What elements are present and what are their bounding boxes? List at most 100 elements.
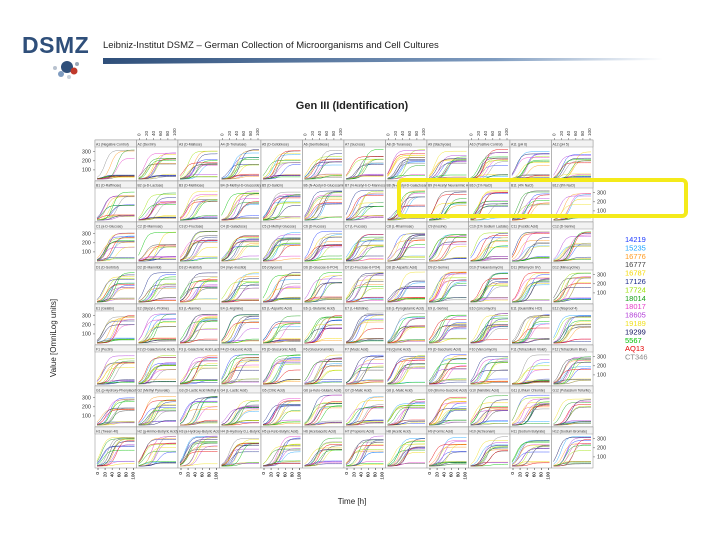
panel-label: D6 (D-Glucose-6-PO4) (304, 265, 338, 269)
panel-curve (345, 164, 384, 179)
panel-curve (345, 239, 384, 262)
y-tick-label: 100 (82, 332, 91, 338)
x-tick-label: 60 (283, 472, 288, 478)
panel-curve (179, 315, 218, 343)
panel-curve (387, 313, 425, 343)
panel-curve (511, 194, 550, 221)
panel-curve (345, 441, 384, 465)
x-tick-label: 60 (117, 472, 122, 478)
panel: A11 (pH 6) (509, 139, 552, 182)
panel: G7 (D-Malic Acid) (343, 385, 386, 428)
panel-label: F10 (Vancomycin) (470, 347, 497, 351)
panel-curve (553, 445, 591, 467)
x-tick-label: 80 (290, 472, 295, 478)
panel-curve (553, 320, 592, 344)
panel-curve (387, 153, 425, 175)
legend-entry: 16777 (625, 260, 646, 269)
x-tick-label: 80 (456, 472, 461, 478)
panel-curve (96, 363, 135, 384)
panel: H6 (Acetoacetic Acid) (302, 426, 345, 469)
panel-curve (553, 404, 591, 426)
x-tick-label: 20 (434, 472, 439, 478)
panel-curve (553, 358, 591, 384)
panel-curve (428, 277, 467, 300)
panel-curve (511, 240, 550, 261)
panel-curve (221, 340, 259, 343)
panel-curve (470, 339, 508, 344)
panel-curve (428, 319, 467, 340)
panel-curve (553, 358, 591, 383)
x-tick-label: 100 (338, 128, 343, 136)
panel-curve (138, 409, 176, 425)
panel-curve (221, 314, 259, 341)
panel-curve (221, 217, 259, 221)
panel-curve (470, 358, 509, 385)
panel-curve (304, 161, 342, 178)
panel-curve (180, 463, 218, 467)
panel-curve (470, 202, 508, 221)
panel-label: B3 (D-Melibiose) (179, 183, 204, 187)
panel-curve (345, 215, 384, 220)
panel-curve (345, 236, 384, 260)
panel-curve (221, 422, 259, 426)
y-tick-label: 200 (597, 446, 606, 452)
panel-curve (97, 246, 135, 262)
panel-curve (511, 441, 550, 462)
x-tick-label: 20 (227, 130, 232, 136)
x-tick-label: 100 (463, 472, 468, 480)
panel-curve (553, 282, 591, 303)
x-tick-label: 40 (566, 130, 571, 136)
panel-curve (179, 442, 218, 464)
panel-curve (262, 191, 301, 219)
panel-curve (138, 244, 176, 262)
panel-curve (221, 300, 259, 303)
panel-curve (387, 281, 425, 303)
panel-curve (138, 322, 176, 344)
panel-curve (138, 286, 176, 303)
x-tick-label: 100 (172, 128, 177, 136)
x-tick-label: 100 (546, 472, 551, 480)
panel-curve (553, 380, 591, 385)
legend-entry: 18014 (625, 294, 646, 303)
panel-curve (179, 449, 218, 464)
logo-text: DSMZ (22, 32, 90, 58)
panel-curve (470, 157, 508, 179)
panel-curve (221, 281, 260, 303)
panel-curve (179, 367, 218, 385)
panel-curve (221, 319, 259, 344)
panel-curve (428, 380, 467, 384)
panel-curve (470, 239, 508, 262)
legend-entry: 17126 (625, 277, 646, 286)
panel: D1 (D-Sorbitol) (94, 262, 137, 305)
panel: E3 (L-Alanine) (177, 303, 220, 346)
panel-curve (470, 317, 508, 344)
x-tick-label: 0 (469, 133, 474, 136)
panel-curve (387, 326, 425, 342)
panel-curve (138, 365, 176, 385)
panel-curve (470, 324, 508, 343)
x-tick-label: 40 (441, 472, 446, 478)
panel-curve (304, 175, 342, 180)
x-tick-label: 80 (124, 472, 129, 478)
panel-curve (221, 361, 259, 384)
x-tick-label: 80 (331, 130, 336, 136)
panel-curve (470, 407, 508, 423)
panel: B6 (N-Acetyl-D-Glucosamine) (302, 180, 348, 223)
panel-curve (304, 190, 342, 217)
panel: C5 (3-Methyl Glucose) (260, 221, 303, 264)
x-tick-label: 80 (497, 130, 502, 136)
panel: A9 (Stachyose) (426, 139, 469, 182)
panel-curve (470, 420, 508, 426)
panel-curve (263, 164, 301, 180)
panel-curve (511, 174, 550, 179)
panel-curve (345, 312, 384, 343)
panel-curve (470, 149, 508, 180)
panel-label: D2 (D-Mannitol) (138, 265, 162, 269)
panel-curve (179, 200, 218, 221)
panel-label: G11 (Lithium Chloride) (511, 388, 545, 392)
panel-curve (387, 155, 425, 176)
panel-label: G1 (p-Hydroxy-Phenylacetic Acid) (96, 388, 147, 392)
y-tick-label: 100 (597, 373, 606, 379)
y-tick-label: 300 (597, 191, 606, 197)
panel-curve (221, 443, 259, 467)
